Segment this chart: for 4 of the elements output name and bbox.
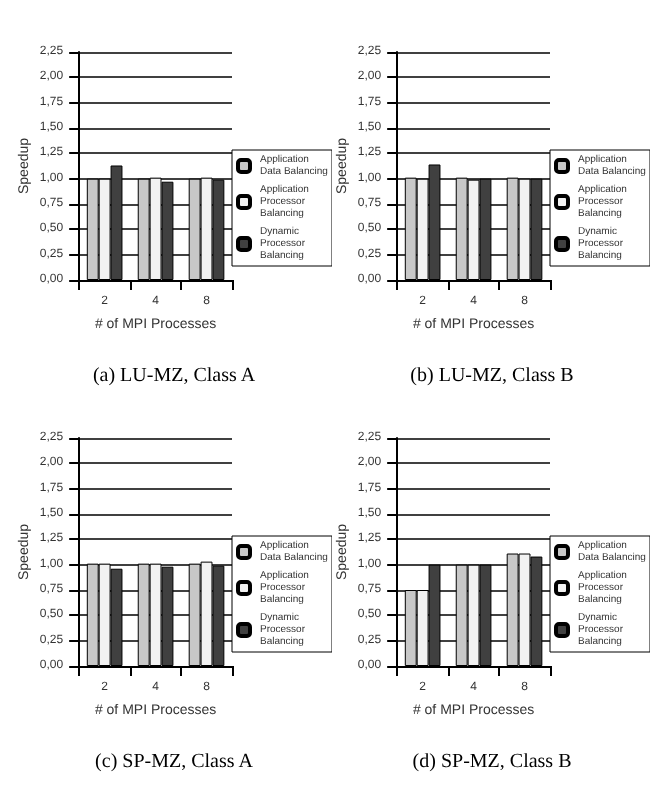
text: (d) SP-MZ, Class B [412,751,573,773]
text: (b) LU-MZ, Class B [410,365,575,387]
text: (c) SP-MZ, Class A [95,751,255,773]
text: (a) LU-MZ, Class A [92,365,257,387]
